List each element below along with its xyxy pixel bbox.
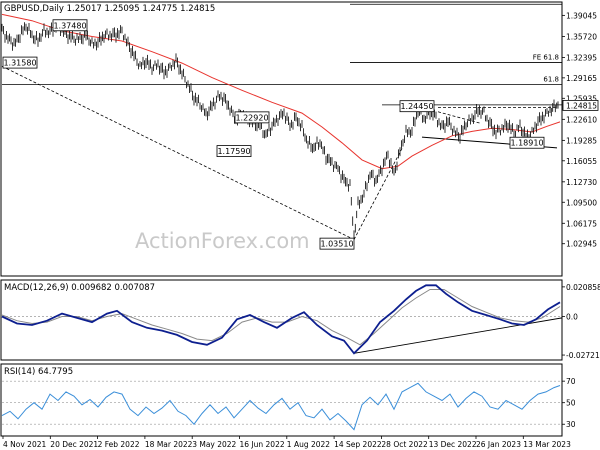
axis-layer: 1.39045 1.35720 1.32395 1.29165 1.25935 1.226… — [2, 11, 600, 449]
dashed-trendline — [437, 111, 481, 124]
y-tick-label: 1.22610 — [566, 115, 597, 124]
y-tick-label: 1.29165 — [566, 74, 597, 83]
price-annotation: 1.37480 — [52, 19, 88, 32]
annotation-label: 1.24450 — [400, 102, 433, 111]
x-tick-label: 14 Sep 2022 — [334, 440, 382, 449]
x-tick-label: 20 Dec 2021 — [50, 440, 98, 449]
annotation-label: 1.03510 — [320, 240, 353, 249]
dashed-trendline — [353, 148, 403, 240]
x-tick-label: 16 Jun 2022 — [240, 440, 285, 449]
macd-line — [1, 284, 561, 355]
x-tick-label: 2 Feb 2022 — [98, 440, 140, 449]
y-tick-label: 1.16055 — [566, 157, 597, 166]
y-tick-label: 1.12730 — [566, 178, 597, 187]
watermark: ActionForex.com — [135, 229, 310, 253]
y-tick-label: 30 — [566, 420, 576, 429]
macd-signal-line — [1, 289, 561, 346]
price-annotation: 1.24450 — [399, 100, 435, 113]
annotation-label: 1.31580 — [3, 59, 36, 68]
annotation-box — [509, 136, 545, 149]
x-tick-label: 13 Mar 2023 — [523, 440, 571, 449]
rsi-panel-frame — [0, 363, 563, 437]
y-tick-label: 50 — [566, 399, 576, 408]
price-annotation: 1.03510 — [319, 237, 355, 250]
price-panel-frame — [0, 1, 563, 277]
y-tick-label: 70 — [566, 377, 576, 386]
annotation-label: 1.17590 — [217, 147, 250, 156]
annotation-box — [399, 100, 435, 113]
annotation-box — [319, 237, 355, 250]
price-annotation: 1.31580 — [2, 56, 38, 69]
y-tick-label: 1.25935 — [566, 94, 597, 103]
x-tick-label: 18 Mar 2022 — [145, 440, 193, 449]
y-tick-label: 0.020858 — [566, 283, 600, 292]
annotation-label: 1.18910 — [510, 139, 543, 148]
y-tick-label: 1.32395 — [566, 53, 597, 62]
price-annotation: 1.17590 — [216, 145, 252, 157]
y-tick-label: 1.39045 — [566, 11, 597, 20]
annotation-label: 1.22920 — [235, 113, 268, 122]
sma-line — [1, 13, 561, 170]
y-tick-label: 0.0 — [566, 312, 578, 321]
rsi-line — [1, 382, 561, 431]
price-annotation: 1.22920 — [234, 111, 270, 124]
y-tick-label: 1.06175 — [566, 219, 597, 228]
level-label: 61.8 — [543, 76, 559, 84]
x-tick-label: 3 May 2022 — [192, 440, 236, 449]
macd-layer — [1, 284, 563, 355]
x-tick-label: 26 Jan 2023 — [476, 440, 521, 449]
x-tick-label: 4 Nov 2021 — [3, 440, 46, 449]
price-layer: FE 61.8 61.8 1.37480 1.31580 1.22920 1.17590 1… — [1, 3, 562, 250]
x-tick-label: 13 Dec 2022 — [429, 440, 477, 449]
y-tick-label: 1.09500 — [566, 198, 597, 207]
level-label: FE 61.8 — [533, 53, 559, 61]
x-tick-label: 28 Oct 2022 — [381, 440, 428, 449]
annotation-label: 1.37480 — [53, 21, 86, 30]
macd-panel-frame — [0, 279, 563, 361]
annotation-box — [2, 56, 38, 69]
dashed-trendline — [1, 65, 355, 240]
price-annotation: 1.18910 — [509, 136, 545, 149]
rsi-title: RSI(14) 64.7795 — [4, 367, 73, 377]
y-tick-label: -0.027213 — [566, 351, 600, 360]
rsi-layer — [1, 380, 562, 431]
current-price-label: 1.24815 — [566, 101, 597, 110]
macd-title: MACD(12,26,9) 0.009682 0.007087 — [4, 283, 155, 293]
y-tick-label: 1.02945 — [566, 240, 597, 249]
y-tick-label: 1.35720 — [566, 32, 597, 41]
y-tick-label: 1.19285 — [566, 136, 597, 145]
annotation-box — [52, 19, 88, 32]
annotation-box — [216, 145, 252, 157]
price-title: GBPUSD,Daily 1.25017 1.25095 1.24775 1.2… — [4, 4, 215, 14]
annotation-box — [234, 111, 270, 124]
current-price-box — [562, 99, 599, 111]
x-tick-label: 1 Aug 2022 — [287, 440, 330, 449]
